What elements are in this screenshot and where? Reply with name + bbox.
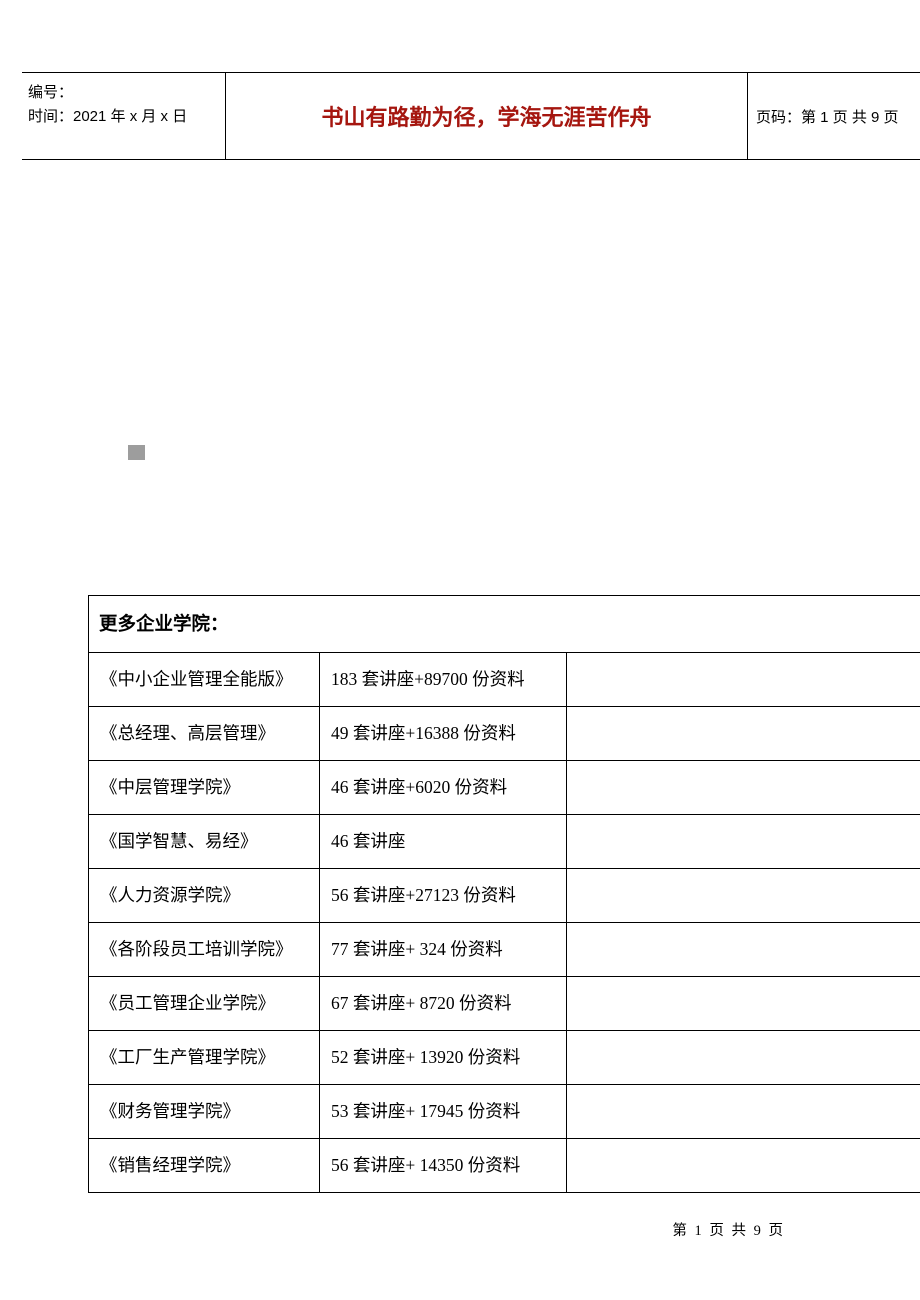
course-desc: 183 套讲座+89700 份资料 xyxy=(320,653,567,706)
course-desc: 67 套讲座+ 8720 份资料 xyxy=(320,977,567,1030)
course-desc: 46 套讲座 xyxy=(320,815,567,868)
course-name: 《中小企业管理全能版》 xyxy=(89,653,320,706)
table-title: 更多企业学院： xyxy=(89,596,920,653)
table-row: 《中层管理学院》 46 套讲座+6020 份资料 xyxy=(89,761,920,815)
table-row: 《员工管理企业学院》 67 套讲座+ 8720 份资料 xyxy=(89,977,920,1031)
course-blank xyxy=(567,923,920,976)
course-desc: 46 套讲座+6020 份资料 xyxy=(320,761,567,814)
header-center-cell: 书山有路勤为径，学海无涯苦作舟 xyxy=(226,73,748,159)
table-row: 《人力资源学院》 56 套讲座+27123 份资料 xyxy=(89,869,920,923)
page-footer: 第 1 页 共 9 页 xyxy=(672,1219,785,1240)
course-blank xyxy=(567,1139,920,1192)
course-name: 《总经理、高层管理》 xyxy=(89,707,320,760)
course-blank xyxy=(567,1031,920,1084)
table-row: 《销售经理学院》 56 套讲座+ 14350 份资料 xyxy=(89,1139,920,1193)
course-blank xyxy=(567,977,920,1030)
header-left-cell: 编号： 时间：2021 年 x 月 x 日 xyxy=(22,73,226,159)
course-desc: 56 套讲座+27123 份资料 xyxy=(320,869,567,922)
course-name: 《销售经理学院》 xyxy=(89,1139,320,1192)
course-blank xyxy=(567,761,920,814)
table-row: 《各阶段员工培训学院》 77 套讲座+ 324 份资料 xyxy=(89,923,920,977)
course-blank xyxy=(567,707,920,760)
header-page-label: 页码：第 1 页 共 9 页 xyxy=(756,106,899,127)
course-desc: 77 套讲座+ 324 份资料 xyxy=(320,923,567,976)
course-desc: 53 套讲座+ 17945 份资料 xyxy=(320,1085,567,1138)
course-blank xyxy=(567,1085,920,1138)
course-name: 《工厂生产管理学院》 xyxy=(89,1031,320,1084)
header-right-cell: 页码：第 1 页 共 9 页 xyxy=(748,73,920,159)
course-name: 《员工管理企业学院》 xyxy=(89,977,320,1030)
course-name: 《中层管理学院》 xyxy=(89,761,320,814)
course-name: 《人力资源学院》 xyxy=(89,869,320,922)
table-row: 《国学智慧、易经》 46 套讲座 xyxy=(89,815,920,869)
course-name: 《国学智慧、易经》 xyxy=(89,815,320,868)
table-row: 《中小企业管理全能版》 183 套讲座+89700 份资料 xyxy=(89,653,920,707)
course-blank xyxy=(567,653,920,706)
decorative-square-icon xyxy=(128,445,145,460)
course-name: 《各阶段员工培训学院》 xyxy=(89,923,320,976)
table-row: 《财务管理学院》 53 套讲座+ 17945 份资料 xyxy=(89,1085,920,1139)
document-header: 编号： 时间：2021 年 x 月 x 日 书山有路勤为径，学海无涯苦作舟 页码… xyxy=(22,72,920,160)
course-table: 更多企业学院： 《中小企业管理全能版》 183 套讲座+89700 份资料 《总… xyxy=(88,595,920,1193)
course-blank xyxy=(567,815,920,868)
table-row: 《工厂生产管理学院》 52 套讲座+ 13920 份资料 xyxy=(89,1031,920,1085)
doc-date-label: 时间：2021 年 x 月 x 日 xyxy=(28,105,219,129)
course-name: 《财务管理学院》 xyxy=(89,1085,320,1138)
header-motto: 书山有路勤为径，学海无涯苦作舟 xyxy=(321,100,651,132)
course-desc: 49 套讲座+16388 份资料 xyxy=(320,707,567,760)
doc-number-label: 编号： xyxy=(28,81,219,105)
table-row: 《总经理、高层管理》 49 套讲座+16388 份资料 xyxy=(89,707,920,761)
course-blank xyxy=(567,869,920,922)
course-desc: 52 套讲座+ 13920 份资料 xyxy=(320,1031,567,1084)
course-desc: 56 套讲座+ 14350 份资料 xyxy=(320,1139,567,1192)
